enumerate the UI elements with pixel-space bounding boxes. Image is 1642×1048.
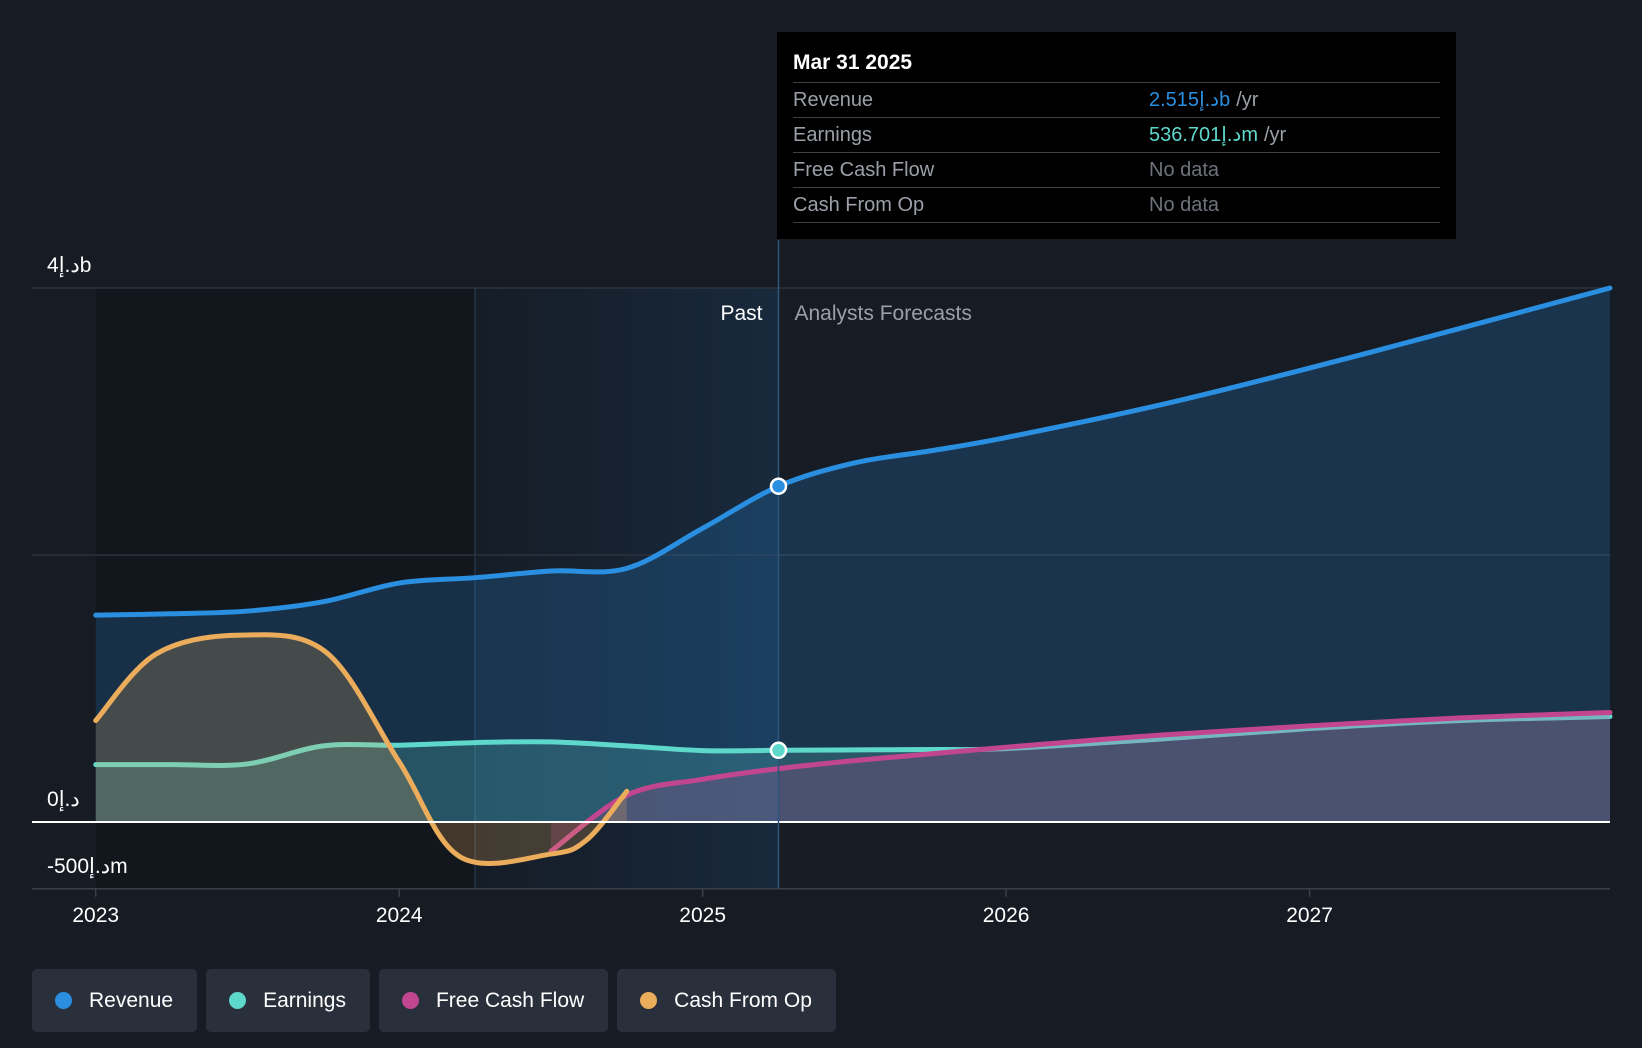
earnings-legend-dot-icon bbox=[229, 992, 247, 1009]
revenue-area bbox=[95, 288, 1610, 822]
tooltip-unit: /yr bbox=[1236, 89, 1259, 111]
y-tick-label: -500د.إm bbox=[47, 855, 128, 879]
cash-from-op-legend-dot-icon bbox=[640, 992, 658, 1009]
x-tick-label: 2027 bbox=[1286, 904, 1333, 927]
legend-label: Revenue bbox=[89, 988, 174, 1012]
legend-label: Earnings bbox=[263, 988, 346, 1012]
x-tick-label: 2025 bbox=[679, 904, 726, 927]
revenue-legend-dot-icon bbox=[55, 992, 72, 1009]
tooltip-row-cash-from-op: Cash From Op No data bbox=[793, 187, 1440, 223]
tooltip-row-free-cash-flow: Free Cash Flow No data bbox=[793, 152, 1440, 187]
tooltip: Mar 31 2025 Revenue 2.515د.إb /yr Earnin… bbox=[777, 32, 1456, 239]
tooltip-label: Earnings bbox=[793, 124, 872, 146]
tooltip-date: Mar 31 2025 bbox=[793, 51, 913, 74]
tooltip-value: 2.515د.إb bbox=[1149, 89, 1231, 111]
tooltip-row-revenue: Revenue 2.515د.إb /yr bbox=[793, 82, 1440, 117]
free-cash-flow-line bbox=[548, 710, 1613, 854]
free-cash-flow-area bbox=[550, 712, 1611, 852]
revenue-marker-point bbox=[769, 477, 788, 495]
tooltip-value: 536.701د.إm bbox=[1149, 124, 1258, 146]
legend-item-revenue[interactable]: Revenue bbox=[32, 969, 198, 1032]
tooltip-unit: /yr bbox=[1264, 124, 1287, 146]
x-tick-label: 2026 bbox=[983, 904, 1030, 927]
highlight-band bbox=[475, 288, 779, 889]
cash-from-op-line bbox=[93, 632, 630, 866]
x-tick-label: 2024 bbox=[376, 904, 423, 927]
tooltip-row-earnings: Earnings 536.701د.إm /yr bbox=[793, 117, 1440, 152]
legend-item-earnings[interactable]: Earnings bbox=[206, 969, 370, 1032]
free-cash-flow-legend-dot-icon bbox=[401, 992, 419, 1009]
tooltip-label: Cash From Op bbox=[793, 194, 925, 216]
cash-from-op-area bbox=[95, 634, 627, 864]
past-label: Past bbox=[720, 302, 762, 325]
earnings-marker-point bbox=[769, 741, 788, 760]
legend-label: Free Cash Flow bbox=[435, 988, 585, 1012]
tooltip-value: No data bbox=[1149, 159, 1220, 181]
tooltip-value: No data bbox=[1149, 194, 1220, 216]
revenue-line bbox=[93, 285, 1613, 618]
tooltip-label: Revenue bbox=[793, 89, 874, 111]
legend-item-cash-from-op[interactable]: Cash From Op bbox=[617, 969, 836, 1032]
legend: Revenue Earnings Free Cash Flow Cash Fro… bbox=[32, 969, 836, 1032]
y-tick-label: 0د.إ bbox=[47, 788, 80, 812]
tooltip-label: Free Cash Flow bbox=[793, 159, 935, 181]
y-tick-label: 4د.إb bbox=[47, 254, 91, 278]
forecast-label: Analysts Forecasts bbox=[795, 302, 972, 325]
x-tick-label: 2023 bbox=[72, 904, 119, 927]
earnings-line bbox=[93, 714, 1613, 768]
legend-item-free-cash-flow[interactable]: Free Cash Flow bbox=[378, 969, 609, 1032]
legend-label: Cash From Op bbox=[674, 988, 812, 1012]
